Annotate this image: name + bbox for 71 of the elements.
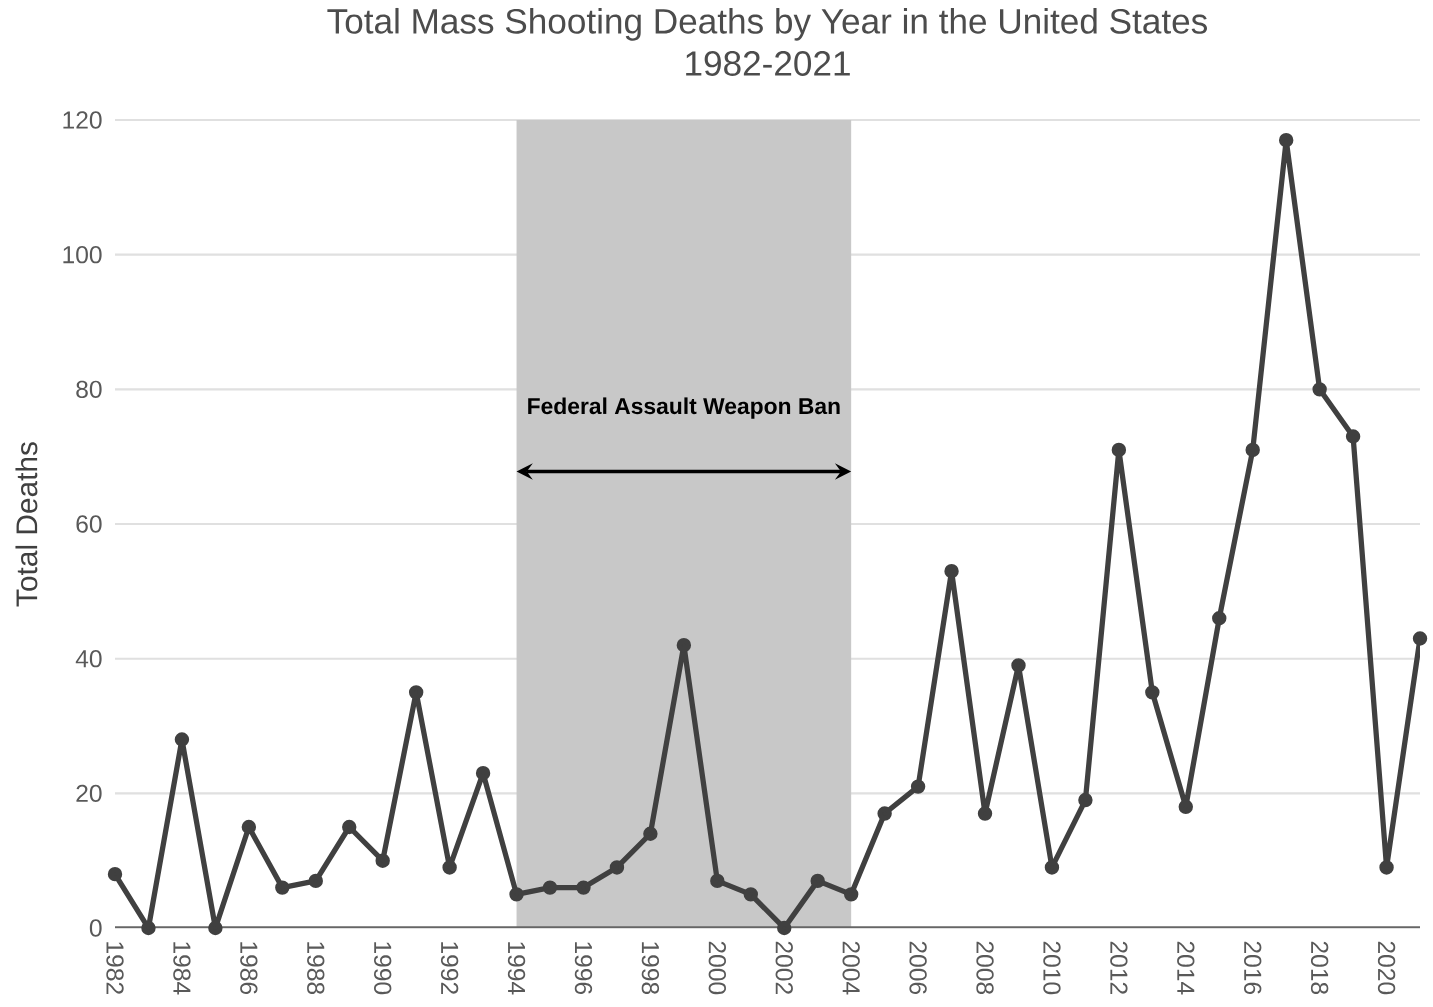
point <box>710 873 725 889</box>
point <box>174 732 190 747</box>
point <box>141 920 156 936</box>
point <box>1178 799 1193 815</box>
x-tick-label: 2010 <box>1043 941 1061 995</box>
point <box>676 638 692 653</box>
point <box>944 563 959 579</box>
point <box>1312 382 1327 397</box>
y-tick-label: 120 <box>63 111 102 129</box>
point <box>910 779 926 794</box>
x-tick-label: 2014 <box>1177 941 1195 995</box>
x-tick-label: 2000 <box>708 941 726 995</box>
x-tick-label: 1994 <box>507 942 526 995</box>
point <box>308 873 323 889</box>
point <box>1345 429 1361 444</box>
y-axis-title: Total Deaths <box>15 442 38 607</box>
chart-subtitle: 1982-2021 <box>686 51 850 76</box>
y-tick-label: 60 <box>76 515 102 533</box>
point <box>1278 132 1294 148</box>
point <box>1379 860 1394 875</box>
band-label: Federal Assault Weapon Ban <box>528 397 840 419</box>
x-tick-label: 2018 <box>1310 941 1329 995</box>
y-tick-label: 80 <box>76 380 102 399</box>
point <box>375 853 390 868</box>
point <box>1111 442 1127 458</box>
y-tick-label: 0 <box>89 919 102 937</box>
x-tick-label: 1990 <box>374 942 392 995</box>
point <box>342 819 357 835</box>
x-tick-label: 1982 <box>106 942 124 994</box>
chart-title: Total Mass Shooting Deaths by Year in the United States <box>327 7 1207 41</box>
x-tick-label: 1986 <box>240 942 258 995</box>
x-tick-label: 1996 <box>574 942 593 995</box>
x-tick-label: 2002 <box>775 941 793 994</box>
point <box>810 873 825 889</box>
point <box>576 880 591 895</box>
point <box>1011 658 1026 673</box>
point <box>1212 611 1227 626</box>
point <box>1044 860 1060 875</box>
point <box>442 860 457 875</box>
x-tick-label: 2016 <box>1244 941 1262 995</box>
x-tick-label: 2020 <box>1377 941 1396 995</box>
point <box>643 826 658 841</box>
point <box>275 880 290 895</box>
point <box>542 880 558 895</box>
point <box>208 920 223 936</box>
x-tick-label: 1992 <box>440 942 459 994</box>
point <box>743 887 758 902</box>
y-tick-label: 40 <box>75 650 102 668</box>
point <box>1412 631 1428 646</box>
x-tick-label: 1988 <box>307 942 325 995</box>
x-tick-label: 2008 <box>976 941 994 995</box>
point <box>877 806 892 821</box>
point <box>408 685 424 700</box>
point <box>475 765 491 781</box>
point <box>241 819 257 835</box>
point <box>1145 685 1160 700</box>
point <box>609 860 625 875</box>
point <box>843 887 859 902</box>
point <box>107 866 123 882</box>
point <box>977 806 993 821</box>
y-tick-label: 20 <box>76 784 102 803</box>
x-tick-label: 2006 <box>909 941 927 995</box>
y-tick-label: 100 <box>63 245 102 264</box>
x-tick-label: 1998 <box>641 942 660 995</box>
x-tick-label: 1984 <box>173 942 191 995</box>
point <box>509 887 524 902</box>
x-tick-label: 2004 <box>842 941 860 995</box>
point <box>1245 442 1260 458</box>
point <box>777 920 792 936</box>
point <box>1078 792 1093 808</box>
x-tick-label: 2012 <box>1110 941 1128 994</box>
